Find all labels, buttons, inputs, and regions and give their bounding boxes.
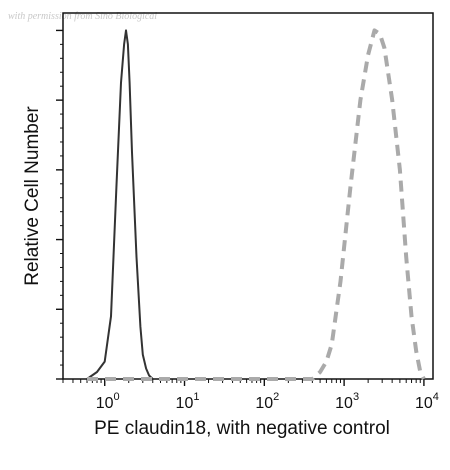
negative-control-series-line [87, 28, 426, 381]
x-axis-tick-labels: 100 101 102 103 104 [96, 391, 439, 412]
x-tick-label: 101 [176, 391, 200, 412]
x-axis-ticks [62, 379, 425, 386]
y-axis-label: Relative Cell Number [22, 106, 43, 286]
plot-frame [62, 12, 434, 380]
x-tick-label: 103 [335, 391, 359, 412]
x-axis-label: PE claudin18, with negative control [94, 418, 390, 439]
watermark-text: with permission from Sino Biological [8, 11, 157, 22]
y-axis-ticks [56, 29, 63, 380]
histogram-series [86, 28, 426, 381]
plot-area [56, 12, 434, 386]
x-tick-label: 100 [96, 391, 120, 412]
claudin18-series-line [86, 29, 154, 380]
x-tick-label: 104 [415, 391, 439, 412]
x-tick-label: 102 [255, 391, 279, 412]
